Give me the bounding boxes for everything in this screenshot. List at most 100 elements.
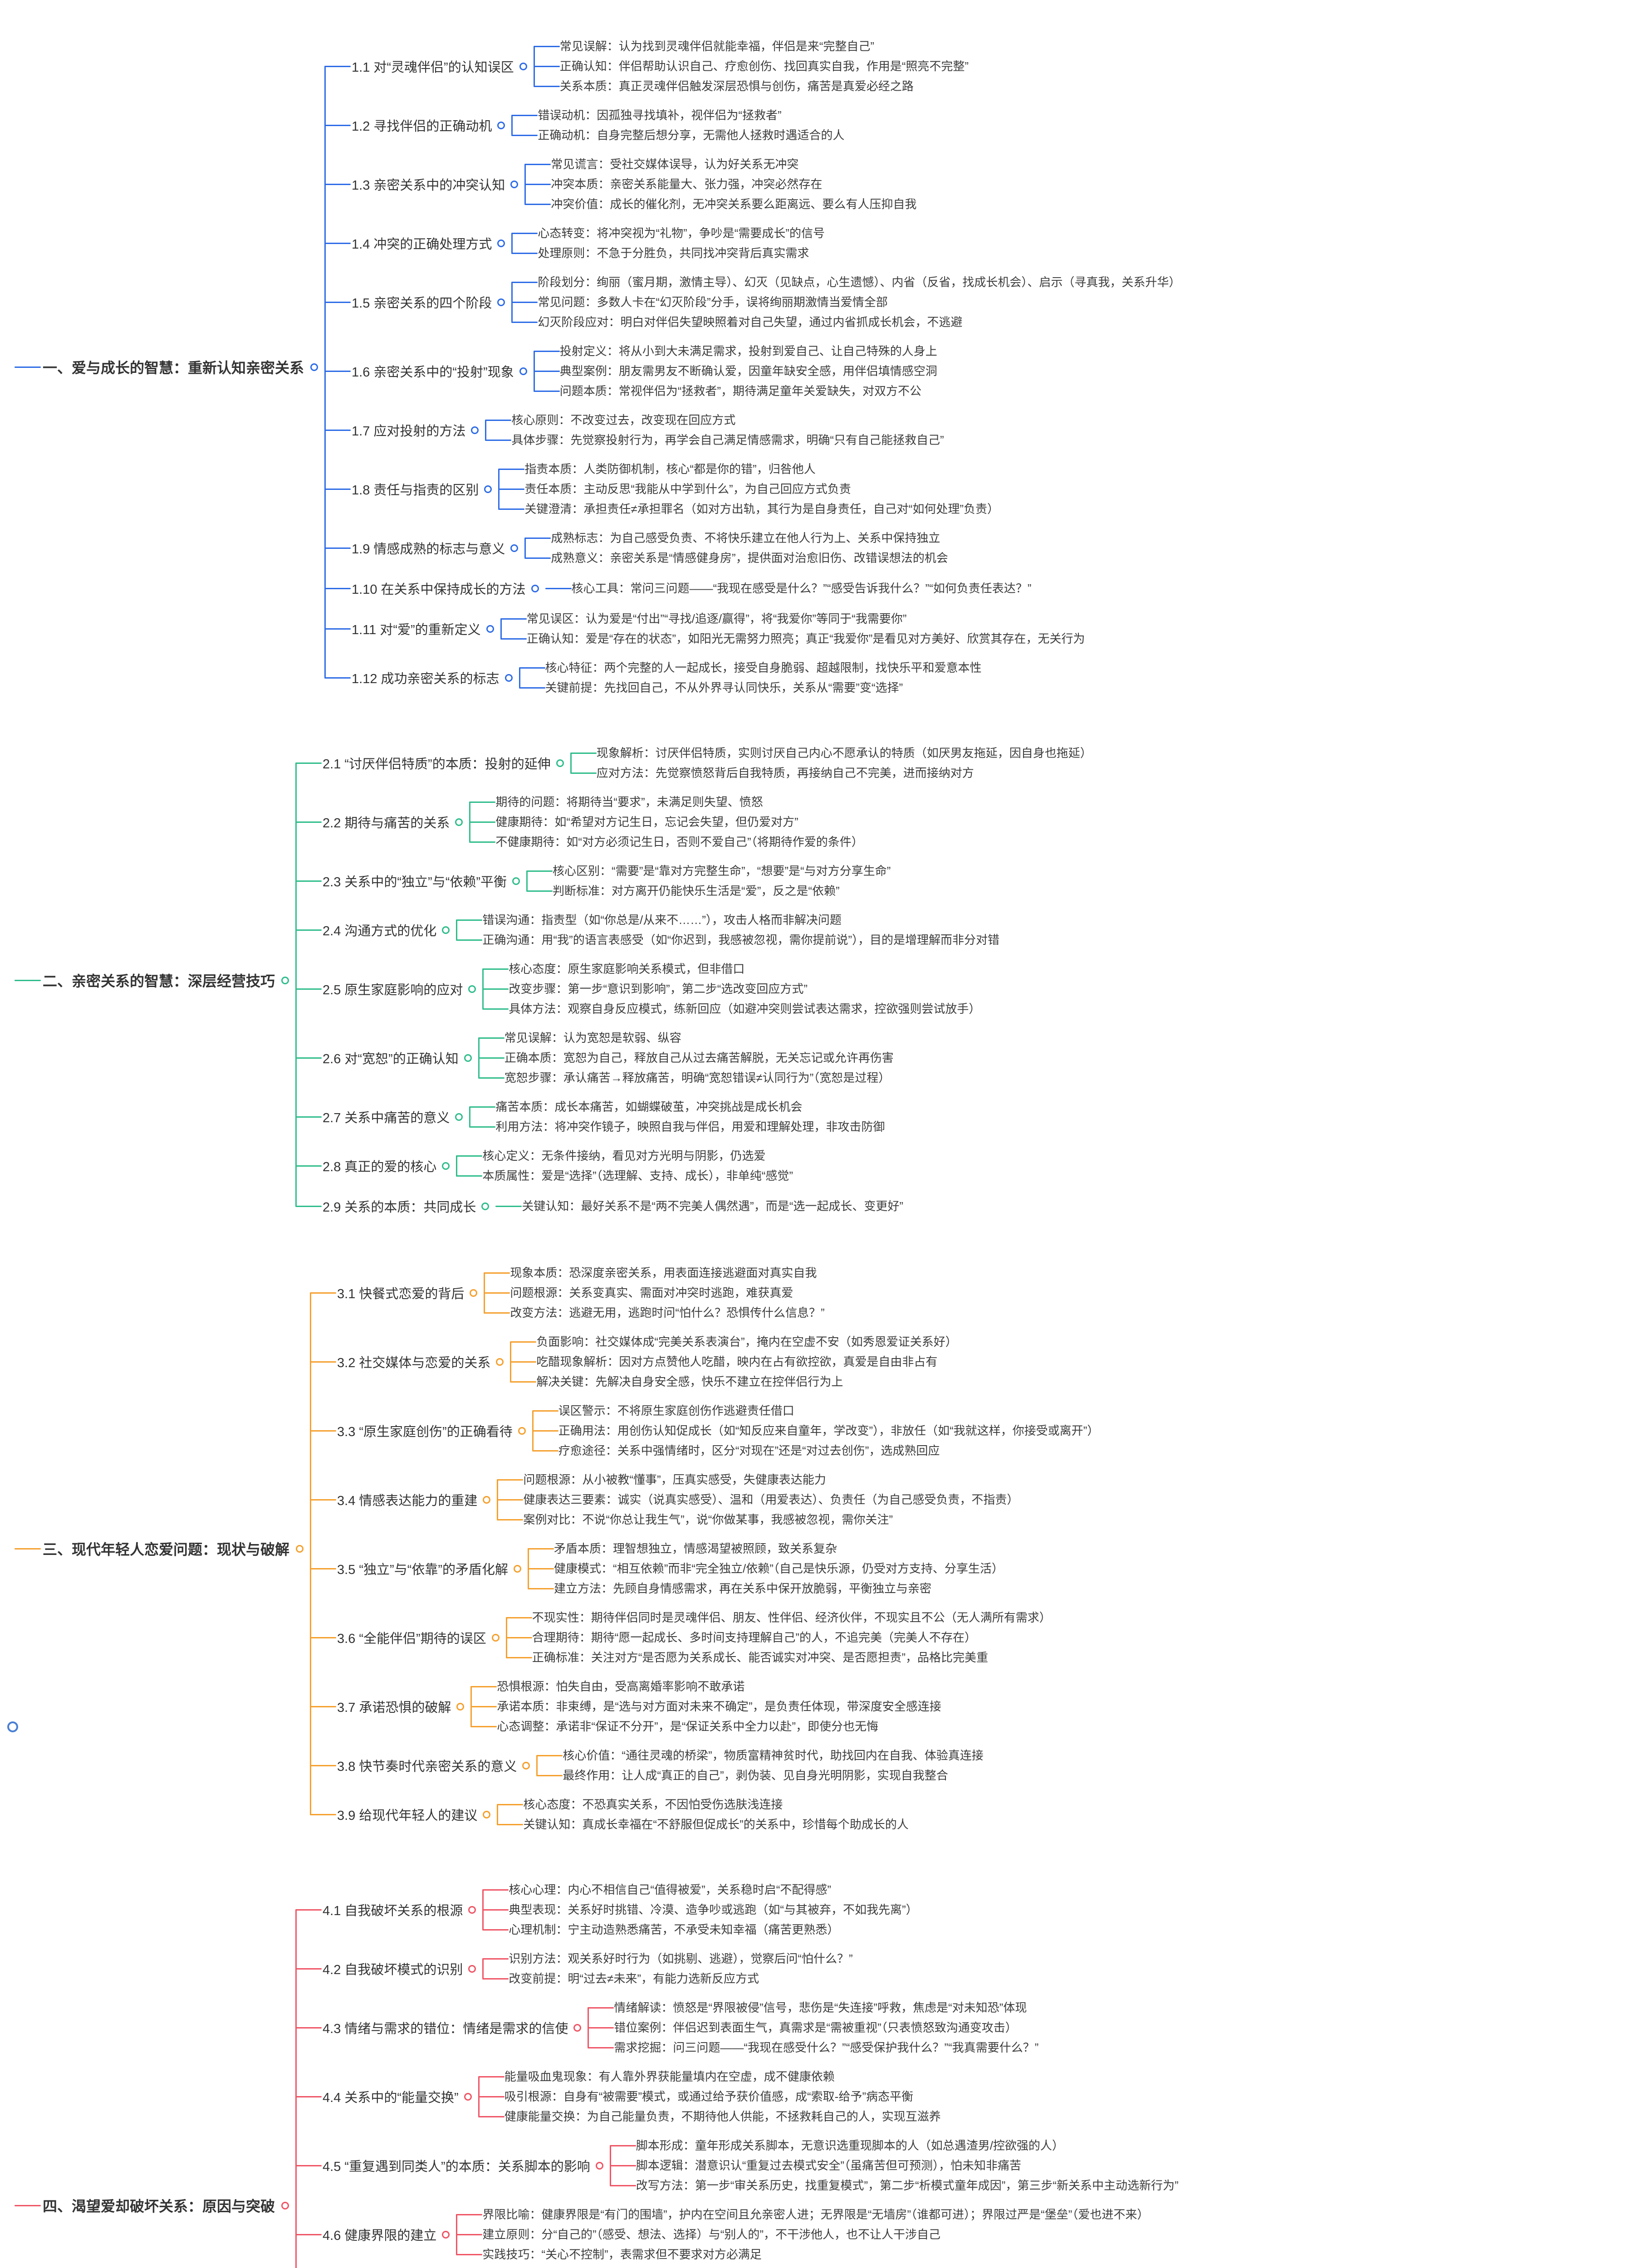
leaf-node[interactable]: 建立原则：分“自己的”（感受、想法、选择）与“别人的”，不干涉他人，也不让人干涉… bbox=[456, 2224, 1149, 2244]
leaf-node[interactable]: 实践技巧：“关心不控制”，表需求但不要求对方必满足 bbox=[456, 2244, 1149, 2264]
leaf-node[interactable]: 核心态度：不恐真实关系，不因怕受伤选肤浅连接 bbox=[497, 1794, 908, 1814]
topic-node[interactable]: 2.2 期待与痛苦的关系 bbox=[322, 811, 469, 833]
leaf-node[interactable]: 最终作用：让人成“真正的自己”，剥伪装、见自身光明阴影，实现自我整合 bbox=[536, 1765, 983, 1785]
topic-node[interactable]: 4.4 关系中的“能量交换” bbox=[322, 2085, 478, 2108]
topic-collapse-circle-icon[interactable] bbox=[471, 426, 479, 434]
leaf-node[interactable]: 吸引根源：自身有“被需要”模式，或通过给予获价值感，成“索取-给予”病态平衡 bbox=[478, 2087, 941, 2107]
leaf-node[interactable]: 恐惧根源：怕失自由，受高离婚率影响不敢承诺 bbox=[470, 1677, 941, 1696]
topic-node[interactable]: 1.2 寻找伴侣的正确动机 bbox=[351, 114, 511, 137]
topic-collapse-circle-icon[interactable] bbox=[531, 584, 539, 592]
leaf-node[interactable]: 本质属性：爱是“选择”（选理解、支持、成长），非单纯“感觉” bbox=[456, 1166, 793, 1186]
leaf-node[interactable]: 正确本质：宽恕为自己，释放自己从过去痛苦解脱，无关忘记或允许再伤害 bbox=[478, 1048, 894, 1068]
topic-node[interactable]: 1.10 在关系中保持成长的方法 bbox=[351, 577, 545, 600]
topic-node[interactable]: 3.9 给现代年轻人的建议 bbox=[336, 1803, 497, 1826]
topic-node[interactable]: 1.6 亲密关系中的“投射”现象 bbox=[351, 360, 534, 382]
leaf-node[interactable]: 具体方法：观察自身反应模式，练新回应（如避冲突则尝试表达需求，控欲强则尝试放手） bbox=[482, 999, 980, 1019]
topic-node[interactable]: 4.2 自我破坏模式的识别 bbox=[322, 1957, 482, 1980]
topic-node[interactable]: 3.8 快节奏时代亲密关系的意义 bbox=[336, 1754, 536, 1777]
topic-collapse-circle-icon[interactable] bbox=[519, 367, 527, 375]
leaf-node[interactable]: 错位案例：伴侣迟到表面生气，真需求是“需被重视”（只表愤怒致沟通变攻击） bbox=[588, 2018, 1038, 2038]
topic-collapse-circle-icon[interactable] bbox=[486, 625, 494, 633]
topic-node[interactable]: 2.8 真正的爱的核心 bbox=[322, 1154, 456, 1177]
topic-collapse-circle-icon[interactable] bbox=[497, 298, 505, 306]
topic-node[interactable]: 1.12 成功亲密关系的标志 bbox=[351, 666, 519, 689]
topic-collapse-circle-icon[interactable] bbox=[514, 1564, 522, 1573]
topic-node[interactable]: 3.4 情感表达能力的重建 bbox=[336, 1488, 497, 1511]
leaf-node[interactable]: 常见误解：认为找到灵魂伴侣就能幸福，伴侣是来“完整自己” bbox=[533, 36, 969, 56]
leaf-node[interactable]: 心理机制：宁主动造熟悉痛苦，不承受未知幸福（痛苦更熟悉） bbox=[482, 1920, 917, 1940]
topic-collapse-circle-icon[interactable] bbox=[464, 1054, 472, 1062]
topic-collapse-circle-icon[interactable] bbox=[491, 1633, 500, 1642]
topic-node[interactable]: 2.9 关系的本质：共同成长 bbox=[322, 1195, 495, 1217]
leaf-node[interactable]: 典型表现：关系好时挑错、冷漠、造争吵或逃跑（如“与其被弃，不如我先离”） bbox=[482, 1900, 918, 1920]
topic-collapse-circle-icon[interactable] bbox=[595, 2161, 603, 2170]
topic-node[interactable]: 3.6 “全能伴侣”期待的误区 bbox=[336, 1626, 506, 1649]
topic-node[interactable]: 3.2 社交媒体与恋爱的关系 bbox=[336, 1350, 510, 1373]
leaf-node[interactable]: 脚本逻辑：潜意识认“重复过去模式安全”（虽痛苦但可预测），怕未知非痛苦 bbox=[609, 2156, 1179, 2175]
leaf-node[interactable]: 承诺本质：非束缚，是“选与对方面对未来不确定”，是负责任体现，带深度安全感连接 bbox=[470, 1696, 941, 1716]
leaf-node[interactable]: 责任本质：主动反思“我能从中学到什么”，为自己回应方式负责 bbox=[498, 479, 999, 499]
leaf-node[interactable]: 冲突本质：亲密关系能量大、张力强，冲突必然存在 bbox=[524, 174, 916, 194]
leaf-node[interactable]: 不现实性：期待伴侣同时是灵魂伴侣、朋友、性伴侣、经济伙伴，不现实且不公（无人满所… bbox=[505, 1608, 1051, 1628]
leaf-node[interactable]: 案例对比：不说“你总让我生气”，说“你做某事，我感被忽视，需你关注” bbox=[497, 1510, 1019, 1530]
topic-node[interactable]: 3.3 “原生家庭创伤”的正确看待 bbox=[336, 1419, 532, 1442]
leaf-node[interactable]: 常见误解：认为宽恕是软弱、纵容 bbox=[478, 1028, 894, 1048]
leaf-node[interactable]: 关键前提：先找回自己，不从外界寻认同快乐，关系从“需要”变“选择” bbox=[519, 678, 982, 698]
topic-node[interactable]: 3.5 “独立”与“依靠”的矛盾化解 bbox=[336, 1557, 528, 1580]
leaf-node[interactable]: 错误动机：因孤独寻找填补，视伴侣为“拯救者” bbox=[511, 105, 844, 125]
leaf-node[interactable]: 幻灭阶段应对：明白对伴侣失望映照着对自己失望，通过内省抓成长机会，不逃避 bbox=[511, 312, 1180, 332]
topic-collapse-circle-icon[interactable] bbox=[470, 1289, 478, 1297]
leaf-node[interactable]: 脚本形成：童年形成关系脚本，无意识选重现脚本的人（如总遇渣男/控欲强的人） bbox=[609, 2136, 1179, 2156]
leaf-node[interactable]: 应对方法：先觉察愤怒背后自我特质，再接纳自己不完美，进而接纳对方 bbox=[570, 763, 1092, 783]
leaf-node[interactable]: 核心原则：不改变过去，改变现在回应方式 bbox=[485, 410, 944, 430]
leaf-node[interactable]: 成熟意义：亲密关系是“情感健身房”，提供面对治愈旧伤、改错误想法的机会 bbox=[524, 548, 948, 568]
leaf-node[interactable]: 改变前提：明“过去≠未来”，有能力选新反应方式 bbox=[482, 1969, 852, 1989]
topic-node[interactable]: 1.1 对“灵魂伴侣”的认知误区 bbox=[351, 55, 534, 78]
branch-collapse-circle-icon[interactable] bbox=[281, 976, 289, 984]
topic-collapse-circle-icon[interactable] bbox=[484, 485, 492, 493]
topic-collapse-circle-icon[interactable] bbox=[442, 1162, 450, 1170]
topic-collapse-circle-icon[interactable] bbox=[483, 1496, 491, 1504]
leaf-node[interactable]: 问题根源：从小被教“懂事”，压真实感受，失健康表达能力 bbox=[497, 1470, 1019, 1490]
topic-node[interactable]: 1.4 冲突的正确处理方式 bbox=[351, 232, 511, 254]
leaf-node[interactable]: 核心区别：“需要”是“靠对方完整生命”，“想要”是“与对方分享生命” bbox=[526, 861, 891, 881]
topic-node[interactable]: 2.1 “讨厌伴侣特质”的本质：投射的延伸 bbox=[322, 752, 570, 774]
branch-collapse-circle-icon[interactable] bbox=[281, 2201, 289, 2209]
leaf-node[interactable]: 正确沟通：用“我”的语言表感受（如“你迟到，我感被忽视，需你提前说”），目的是增… bbox=[456, 930, 999, 950]
topic-node[interactable]: 1.9 情感成熟的标志与意义 bbox=[351, 537, 524, 559]
leaf-node[interactable]: 利用方法：将冲突作镜子，映照自我与伴侣，用爱和理解处理，非攻击防御 bbox=[469, 1117, 885, 1137]
leaf-node[interactable]: 投射定义：将从小到大未满足需求，投射到爱自己、让自己特殊的人身上 bbox=[533, 341, 937, 361]
topic-collapse-circle-icon[interactable] bbox=[522, 1761, 530, 1769]
leaf-node[interactable]: 能量吸血鬼现象：有人靠外界获能量填内在空虚，成不健康依赖 bbox=[478, 2067, 941, 2087]
topic-collapse-circle-icon[interactable] bbox=[497, 239, 505, 247]
topic-collapse-circle-icon[interactable] bbox=[468, 1906, 476, 1914]
topic-collapse-circle-icon[interactable] bbox=[519, 62, 527, 70]
root-node[interactable] bbox=[7, 1721, 18, 1732]
topic-node[interactable]: 2.3 关系中的“独立”与“依赖”平衡 bbox=[322, 870, 526, 892]
topic-node[interactable]: 4.6 健康界限的建立 bbox=[322, 2223, 456, 2246]
leaf-node[interactable]: 现象本质：恐深度亲密关系，用表面连接逃避面对真实自我 bbox=[484, 1263, 824, 1283]
topic-collapse-circle-icon[interactable] bbox=[442, 2230, 450, 2239]
leaf-node[interactable]: 核心定义：无条件接纳，看见对方光明与阴影，仍选爱 bbox=[456, 1146, 793, 1166]
leaf-node[interactable]: 期待的问题：将期待当“要求”，未满足则失望、愤怒 bbox=[469, 792, 863, 812]
leaf-node[interactable]: 常见谎言：受社交媒体误导，认为好关系无冲突 bbox=[524, 154, 916, 174]
topic-collapse-circle-icon[interactable] bbox=[456, 1702, 465, 1711]
topic-collapse-circle-icon[interactable] bbox=[442, 926, 450, 934]
topic-collapse-circle-icon[interactable] bbox=[518, 1427, 526, 1435]
topic-collapse-circle-icon[interactable] bbox=[497, 121, 505, 129]
topic-node[interactable]: 3.7 承诺恐惧的破解 bbox=[336, 1695, 470, 1718]
leaf-node[interactable]: 错误沟通：指责型（如“你总是/从来不……”），攻击人格而非解决问题 bbox=[456, 910, 999, 930]
leaf-node[interactable]: 健康表达三要素：诚实（说真实感受）、温和（用爱表达）、负责任（为自己感受负责，不… bbox=[497, 1490, 1019, 1510]
leaf-node[interactable]: 典型案例：朋友需男友不断确认爱，因童年缺安全感，用伴侣填情感空洞 bbox=[533, 361, 937, 381]
leaf-node[interactable]: 具体步骤：先觉察投射行为，再学会自己满足情感需求，明确“只有自己能拯救自己” bbox=[485, 430, 944, 450]
leaf-node[interactable]: 冲突价值：成长的催化剂，无冲突关系要么距离远、要么有人压抑自我 bbox=[524, 194, 916, 214]
leaf-node[interactable]: 关键认知：真成长幸福在“不舒服但促成长”的关系中，珍惜每个助成长的人 bbox=[497, 1814, 909, 1834]
leaf-node[interactable]: 指责本质：人类防御机制，核心“都是你的错”，归咎他人 bbox=[498, 459, 999, 479]
leaf-node[interactable]: 常见问题：多数人卡在“幻灭阶段”分手，误将绚丽期激情当爱情全部 bbox=[511, 292, 1180, 312]
topic-node[interactable]: 1.7 应对投射的方法 bbox=[351, 419, 485, 441]
leaf-node[interactable]: 核心价值：“通往灵魂的桥梁”，物质富精神贫时代，助找回内在自我、体验真连接 bbox=[536, 1745, 984, 1765]
topic-collapse-circle-icon[interactable] bbox=[464, 2092, 472, 2101]
topic-node[interactable]: 1.5 亲密关系的四个阶段 bbox=[351, 291, 511, 313]
leaf-node[interactable]: 正确认知：爱是“存在的状态”，如阳光无需努力照亮；真正“我爱你”是看见对方美好、… bbox=[500, 629, 1085, 649]
leaf-node[interactable]: 关键澄清：承担责任≠承担罪名（如对方出轨，其行为是自身责任，自己对“如何处理”负… bbox=[498, 499, 999, 519]
